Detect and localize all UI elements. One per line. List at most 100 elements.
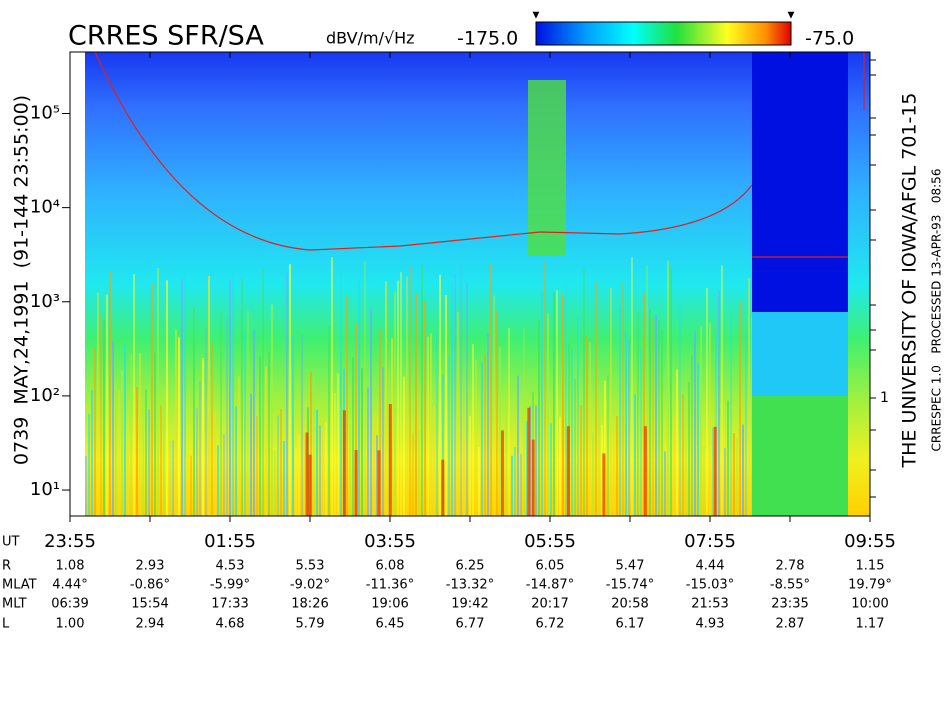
spectrogram-stripe — [286, 272, 288, 516]
spectrogram-stripe — [481, 362, 483, 516]
spectrogram-block — [752, 396, 848, 516]
spectrogram-stripe — [136, 387, 138, 516]
spectrogram-block — [752, 312, 848, 396]
spectrogram-stripe — [400, 271, 402, 516]
spectrogram-stripe — [508, 328, 510, 516]
spectrogram-stripe — [511, 455, 513, 516]
spectrogram-stripe — [325, 421, 327, 516]
spectrogram-stripe — [349, 386, 351, 516]
spectrogram-stripe — [646, 265, 648, 516]
spectrogram-stripe — [619, 305, 621, 516]
spectrogram-stripe — [427, 336, 429, 516]
spectrogram-stripe — [460, 266, 462, 516]
ephemeris-value: 19:42 — [451, 597, 488, 612]
spectrogram-stripe — [706, 287, 708, 516]
spectrogram-stripe — [604, 380, 606, 516]
spectrogram-stripe — [527, 407, 531, 516]
spectrogram-stripe — [598, 386, 600, 516]
spectrogram-stripe — [562, 293, 564, 516]
spectrogram-stripe — [547, 313, 549, 516]
spectrogram-stripe — [391, 338, 393, 516]
spectrogram-stripe — [367, 387, 369, 516]
colorbar — [535, 21, 792, 46]
spectrogram-stripe — [196, 408, 198, 516]
spectrogram-stripe — [313, 376, 315, 516]
spectrogram-stripe — [457, 312, 459, 516]
spectrogram-stripe — [721, 265, 723, 516]
spectrogram-stripe — [118, 389, 120, 516]
spectrogram-stripe — [454, 274, 456, 516]
spectrogram-stripe — [163, 389, 165, 516]
ephemeris-row-label: L — [2, 617, 10, 632]
spectrogram-stripe — [277, 415, 279, 516]
ephemeris-row-label: MLT — [2, 597, 27, 612]
spectrogram-stripe — [322, 431, 324, 516]
spectrogram-stripe — [441, 459, 445, 516]
ephemeris-value: 6.08 — [376, 559, 405, 574]
spectrogram-stripe — [466, 282, 468, 516]
spectrogram-stripe — [526, 421, 528, 516]
spectrogram-stripe — [304, 429, 306, 516]
spectrogram-stripe — [520, 453, 522, 516]
spectrogram-stripe — [445, 295, 447, 516]
spectrogram-stripe — [733, 433, 735, 516]
spectrogram-stripe — [475, 359, 477, 516]
spectrogram — [85, 52, 870, 516]
ephemeris-value: -5.99° — [210, 578, 250, 593]
spectrogram-stripe — [496, 310, 498, 516]
spectrogram-stripe — [424, 300, 426, 516]
spectrogram-block — [752, 52, 848, 312]
ephemeris-row-label: R — [2, 559, 11, 574]
spectrogram-stripe — [175, 329, 177, 516]
spectrogram-stripe — [361, 368, 363, 516]
spectrogram-stripe — [595, 281, 597, 516]
spectrogram-stripe — [346, 295, 348, 516]
spectrogram-stripe — [448, 355, 450, 516]
gyrofrequency-curve — [94, 52, 865, 258]
spectrogram-stripe — [232, 265, 234, 516]
spectrogram-stripe — [406, 276, 408, 516]
spectrogram-stripe — [628, 340, 630, 516]
spectrogram-stripe — [229, 279, 231, 516]
x-tick-label: 23:55 — [44, 531, 96, 552]
spectrogram-stripe — [190, 455, 192, 516]
spectrogram-stripe — [268, 351, 270, 516]
colorbar-marker: ▼ — [788, 11, 795, 21]
spectrogram-stripe — [178, 337, 180, 516]
spectrogram-stripe — [514, 447, 516, 516]
spectrogram-stripe — [226, 318, 228, 516]
spectrogram-stripe — [205, 328, 207, 516]
spectrogram-stripe — [661, 329, 663, 516]
ephemeris-row-label: MLAT — [2, 578, 37, 593]
spectrogram-stripe — [484, 353, 486, 516]
spectrogram-stripe — [625, 331, 627, 516]
spectrogram-stripe — [472, 344, 474, 516]
ephemeris-value: 4.53 — [216, 559, 245, 574]
spectrogram-stripe — [436, 330, 438, 516]
spectrogram-stripe — [682, 394, 684, 516]
spectrogram-stripe — [670, 268, 672, 516]
spectrogram-stripe — [694, 331, 696, 516]
spectrogram-stripe — [700, 326, 702, 516]
spectrogram-stripe — [469, 416, 471, 516]
spectrogram-stripe — [289, 264, 291, 516]
ephemeris-value: 15:54 — [131, 597, 168, 612]
spectrogram-stripe — [106, 294, 108, 516]
spectrogram-stripe — [565, 282, 567, 516]
spectrogram-stripe — [337, 373, 339, 516]
spectrogram-stripe — [658, 320, 660, 516]
spectrogram-stripe — [298, 434, 300, 516]
ephemeris-value: 6.45 — [376, 617, 405, 632]
spectrogram-stripe — [430, 333, 432, 516]
spectrogram-stripe — [412, 432, 414, 516]
x-tick-label: 07:55 — [684, 531, 736, 552]
spectrogram-stripe — [377, 450, 381, 516]
ephemeris-value: -15.03° — [686, 578, 734, 593]
spectrogram-stripe — [505, 385, 507, 516]
spectrogram-stripe — [541, 292, 543, 516]
spectrogram-stripe — [208, 275, 210, 516]
spectrogram-stripe — [727, 400, 729, 516]
ephemeris-value: 2.78 — [776, 559, 805, 574]
ephemeris-value: 4.44 — [696, 559, 725, 574]
ephemeris-value: 2.87 — [776, 617, 805, 632]
